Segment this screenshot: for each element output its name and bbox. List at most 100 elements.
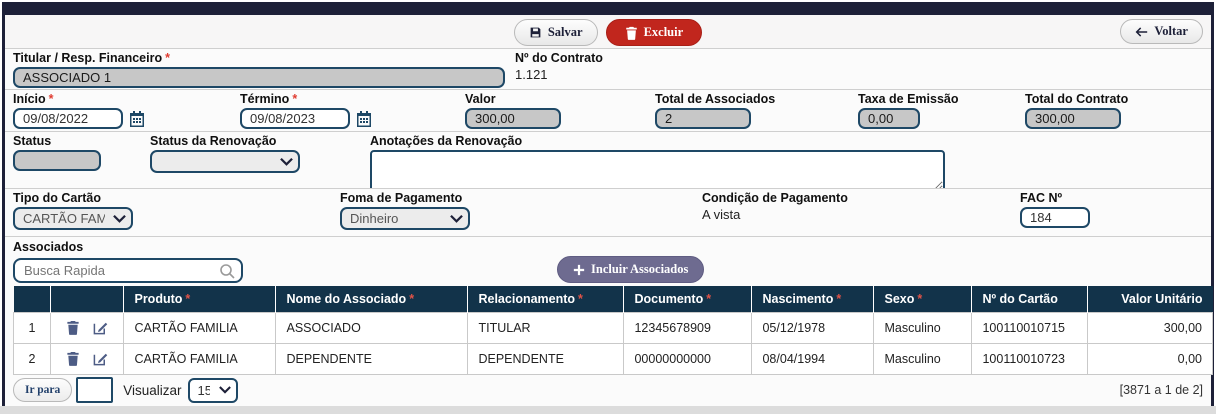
form-row-dates-values: Início* Término* Valor Total de Associad… — [5, 89, 1211, 131]
valor-label: Valor — [465, 92, 496, 106]
cell-produto: CARTÃO FAMILIA — [123, 342, 277, 375]
cell-sexo: Masculino — [873, 342, 973, 375]
forma-pagamento-select[interactable]: Dinheiro — [340, 207, 470, 230]
row-actions — [49, 342, 125, 375]
cell-nascimento: 08/04/1994 — [751, 342, 875, 375]
titular-label: Titular / Resp. Financeiro * — [13, 51, 170, 65]
cell-documento: 12345678909 — [623, 311, 753, 344]
termino-label: Término * — [240, 92, 298, 106]
total-associados-input — [655, 108, 751, 129]
status-renovacao-label: Status da Renovação — [150, 134, 277, 148]
forma-pagamento-label: Foma de Pagamento — [340, 191, 463, 205]
taxa-emissao-input — [858, 108, 920, 129]
back-button-label: Voltar — [1154, 24, 1188, 38]
header-documento: Documento * — [623, 286, 753, 312]
header-cartao: Nº do Cartão — [971, 286, 1089, 312]
header-nome: Nome do Associado * — [275, 286, 469, 312]
form-row-payment: Tipo do Cartão CARTÃO FAMILIA Foma de Pa… — [5, 188, 1211, 236]
cell-produto: CARTÃO FAMILIA — [123, 311, 277, 344]
cell-cartao: 100110010723 — [971, 342, 1089, 375]
anotacoes-textarea[interactable] — [370, 150, 945, 192]
save-icon — [530, 27, 541, 38]
header-produto: Produto * — [123, 286, 277, 312]
table-header-row: Produto * Nome do Associado * Relacionamen… — [13, 286, 1213, 312]
quick-search-input[interactable] — [13, 258, 243, 283]
pagination-range-text: [3871 a 1 de 2] — [1119, 383, 1203, 397]
form-row-titular: Titular / Resp. Financeiro* Nº do Contra… — [5, 48, 1211, 89]
cell-valor: 300,00 — [1087, 311, 1213, 344]
row-number: 2 — [13, 342, 51, 375]
cell-valor: 0,00 — [1087, 342, 1213, 375]
inicio-label: Início * — [13, 92, 54, 106]
titular-input — [13, 67, 505, 88]
top-navigation-bar — [5, 2, 1211, 15]
back-button[interactable]: Voltar — [1120, 19, 1203, 44]
valor-input — [465, 108, 561, 129]
plus-icon — [573, 264, 585, 275]
header-relacionamento: Relacionamento * — [467, 286, 625, 312]
cell-relacionamento: TITULAR — [467, 311, 625, 344]
total-associados-label: Total de Associados — [655, 92, 776, 106]
calendar-icon[interactable] — [356, 110, 372, 127]
edit-row-icon[interactable] — [93, 320, 108, 335]
associados-section-header: Associados Incluir Associados — [5, 236, 1211, 286]
contract-number-label: Nº do Contrato — [515, 51, 603, 65]
header-valor: Valor Unitário — [1087, 286, 1213, 312]
status-renovacao-select[interactable] — [150, 150, 300, 173]
fac-input[interactable] — [1020, 207, 1090, 228]
contract-number-value: 1.121 — [515, 67, 548, 82]
delete-row-icon[interactable] — [66, 351, 80, 366]
search-icon — [220, 264, 235, 279]
condicao-pagamento-label: Condição de Pagamento — [702, 191, 848, 205]
status-input — [13, 150, 101, 171]
cell-nome: DEPENDENTE — [275, 342, 469, 375]
header-actions — [50, 286, 125, 312]
inicio-input[interactable] — [13, 108, 123, 129]
add-associado-button[interactable]: Incluir Associados — [557, 256, 705, 283]
quick-search — [13, 258, 243, 283]
form-row-status: Status Status da Renovação Anotações da … — [5, 131, 1211, 192]
total-contrato-input — [1025, 108, 1121, 129]
go-to-page-button[interactable]: Ir para — [13, 378, 73, 402]
header-sexo: Sexo * — [873, 286, 973, 312]
cell-relacionamento: DEPENDENTE — [467, 342, 625, 375]
table-row: 1 CARTÃO FAMILIA ASSOCIADO TITULAR 12345… — [13, 311, 1213, 344]
table-row: 2 CARTÃO FAMILIA DEPENDENTE DEPENDENTE 0… — [13, 342, 1213, 375]
total-contrato-label: Total do Contrato — [1025, 92, 1129, 106]
associados-table: Produto * Nome do Associado * Relacionamen… — [13, 286, 1213, 375]
toolbar: Salvar Excluir Voltar — [5, 15, 1211, 48]
trash-icon — [625, 26, 637, 40]
row-actions — [49, 311, 125, 344]
table-footer: Ir para Visualizar 15 [3871 a 1 de 2] — [5, 374, 1211, 406]
tipo-cartao-select[interactable]: CARTÃO FAMILIA — [13, 207, 133, 230]
edit-row-icon[interactable] — [93, 351, 108, 366]
condicao-pagamento-value: A vista — [702, 207, 741, 222]
page-size-select[interactable]: 15 — [187, 377, 238, 403]
visualize-label: Visualizar — [123, 382, 182, 398]
termino-input[interactable] — [240, 108, 350, 129]
taxa-emissao-label: Taxa de Emissão — [858, 92, 959, 106]
arrow-left-icon — [1136, 26, 1148, 37]
fac-label: FAC Nº — [1020, 191, 1063, 205]
cell-sexo: Masculino — [873, 311, 973, 344]
delete-button[interactable]: Excluir — [605, 19, 703, 46]
cell-documento: 00000000000 — [623, 342, 753, 375]
delete-row-icon[interactable] — [66, 320, 80, 335]
associados-section-label: Associados — [13, 240, 84, 254]
status-label: Status — [13, 134, 52, 148]
save-button-label: Salvar — [547, 25, 583, 39]
page-number-input[interactable] — [76, 377, 114, 403]
header-row-number — [13, 286, 51, 312]
cell-nome: ASSOCIADO — [275, 311, 469, 344]
calendar-icon[interactable] — [129, 110, 145, 127]
cell-nascimento: 05/12/1978 — [751, 311, 875, 344]
anotacoes-label: Anotações da Renovação — [370, 134, 523, 148]
header-nascimento: Nascimento * — [751, 286, 875, 312]
row-number: 1 — [13, 311, 51, 344]
page-frame: Salvar Excluir Voltar Titular / Resp. Fi… — [2, 2, 1214, 406]
tipo-cartao-label: Tipo do Cartão — [13, 191, 101, 205]
add-associado-button-label: Incluir Associados — [591, 262, 689, 276]
cell-cartao: 100110010715 — [971, 311, 1089, 344]
delete-button-label: Excluir — [643, 25, 684, 39]
save-button[interactable]: Salvar — [513, 19, 598, 46]
